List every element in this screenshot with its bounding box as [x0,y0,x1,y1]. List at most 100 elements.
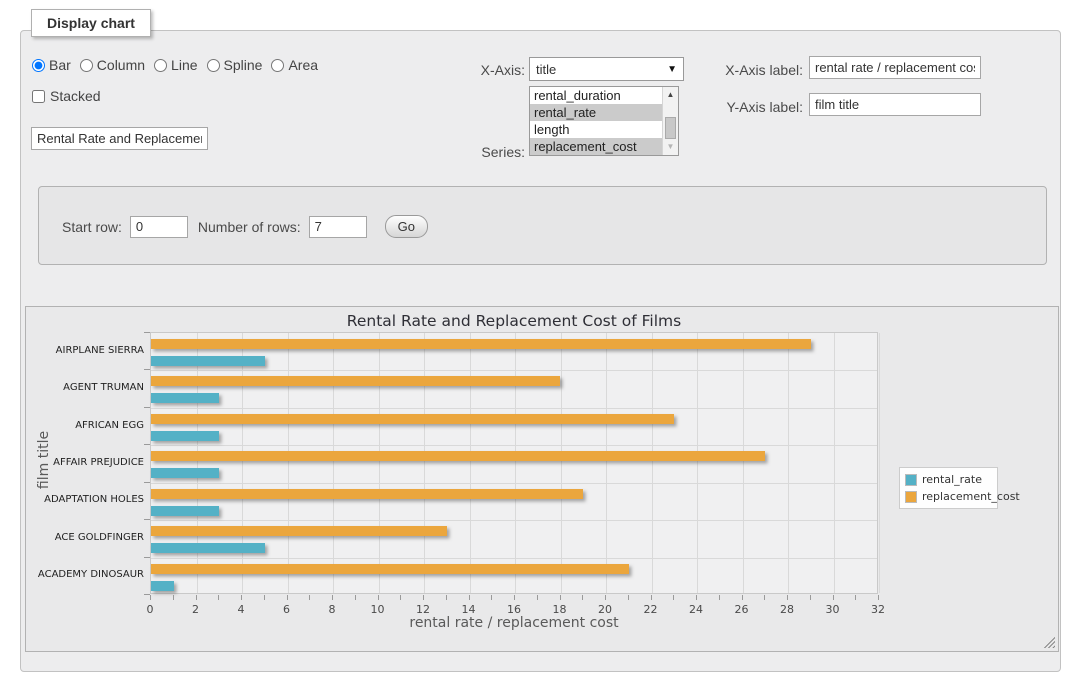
gridline [151,483,877,484]
x-tick [400,595,401,600]
series-option-replacement_cost[interactable]: replacement_cost [530,138,663,155]
radio-input-area[interactable] [271,59,284,72]
radio-label: Column [97,57,145,73]
x-tick [469,595,470,600]
series-option-rental_duration[interactable]: rental_duration [530,87,663,104]
gridline [151,445,877,446]
x-tick-label: 20 [585,603,625,616]
series-option-rental_rate[interactable]: rental_rate [530,104,663,121]
gridline [288,333,289,593]
category-label: ADAPTATION HOLES [26,494,144,505]
bar-rental_rate [151,468,219,478]
radio-input-line[interactable] [154,59,167,72]
series-options: rental_durationrental_ratelengthreplacem… [530,87,678,155]
x-axis-label-input[interactable] [809,56,981,79]
radio-label: Line [171,57,197,73]
x-tick-label: 8 [312,603,352,616]
gridline [151,558,877,559]
x-tick-label: 4 [221,603,261,616]
legend-swatch [905,491,917,503]
bar-replacement_cost [151,564,629,574]
gridline [470,333,471,593]
x-tick [196,595,197,600]
y-tick [144,482,150,483]
bar-replacement_cost [151,414,674,424]
gridline [379,333,380,593]
chart-type-radio-group: Bar Column Line Spline Area [32,57,327,73]
chart-title-input[interactable] [31,127,208,150]
gridline [242,333,243,593]
y-tick [144,519,150,520]
start-row-input[interactable] [130,216,188,238]
x-tick [309,595,310,600]
chart-type-radio-area[interactable]: Area [271,57,318,73]
x-tick [764,595,765,600]
radio-input-column[interactable] [80,59,93,72]
legend-swatch [905,474,917,486]
y-axis-label-input[interactable] [809,93,981,116]
x-tick [651,595,652,600]
x-tick [673,595,674,600]
x-tick-label: 28 [767,603,807,616]
chart-type-radio-line[interactable]: Line [154,57,197,73]
x-tick [423,595,424,600]
x-tick [628,595,629,600]
x-tick [264,595,265,600]
x-tick-label: 2 [176,603,216,616]
radio-input-bar[interactable] [32,59,45,72]
x-tick [810,595,811,600]
display-chart-panel: Display chart BarColumnLineSplineArea St… [20,30,1061,672]
y-tick [144,332,150,333]
category-label: AIRPLANE SIERRA [26,345,144,356]
bar-rental_rate [151,431,219,441]
gridline [151,520,877,521]
bar-rental_rate [151,506,219,516]
x-tick-label: 32 [858,603,898,616]
x-tick [446,595,447,600]
category-label: AGENT TRUMAN [26,382,144,393]
x-tick-label: 22 [631,603,671,616]
x-tick [241,595,242,600]
scroll-down-icon[interactable]: ▼ [663,140,678,154]
x-tick [605,595,606,600]
num-rows-input[interactable] [309,216,367,238]
x-tick-label: 18 [540,603,580,616]
x-tick-label: 24 [676,603,716,616]
y-tick [144,444,150,445]
x-tick-label: 6 [267,603,307,616]
x-tick [378,595,379,600]
chart-type-radio-bar[interactable]: Bar [32,57,71,73]
radio-input-spline[interactable] [207,59,220,72]
chart-container: Rental Rate and Replacement Cost of Film… [25,306,1059,652]
legend-item: rental_rate [905,471,992,488]
x-tick [560,595,561,600]
x-tick [514,595,515,600]
series-option-length[interactable]: length [530,121,663,138]
x-tick [218,595,219,600]
gridline [697,333,698,593]
x-axis-select[interactable]: title ▼ [529,57,684,81]
category-label: AFRICAN EGG [26,420,144,431]
resize-handle-icon[interactable] [1043,636,1055,648]
go-button[interactable]: Go [385,215,428,238]
category-label: ACADEMY DINOSAUR [26,569,144,580]
y-tick [144,407,150,408]
bar-replacement_cost [151,489,583,499]
chart-title: Rental Rate and Replacement Cost of Film… [150,312,878,330]
x-tick [173,595,174,600]
x-tick-label: 12 [403,603,443,616]
scrollbar-thumb[interactable] [665,117,676,139]
stacked-checkbox[interactable] [32,90,45,103]
listbox-scrollbar[interactable]: ▲ ▼ [662,87,678,155]
stacked-label: Stacked [50,88,101,104]
start-row-label: Start row: [62,219,122,235]
num-rows-label: Number of rows: [198,219,301,235]
x-axis-select-label: X-Axis: [445,62,525,78]
bar-rental_rate [151,543,265,553]
chart-type-radio-spline[interactable]: Spline [207,57,263,73]
y-tick [144,369,150,370]
series-listbox[interactable]: rental_durationrental_ratelengthreplacem… [529,86,679,156]
bar-replacement_cost [151,376,560,386]
chart-type-radio-column[interactable]: Column [80,57,145,73]
scroll-up-icon[interactable]: ▲ [663,88,678,102]
